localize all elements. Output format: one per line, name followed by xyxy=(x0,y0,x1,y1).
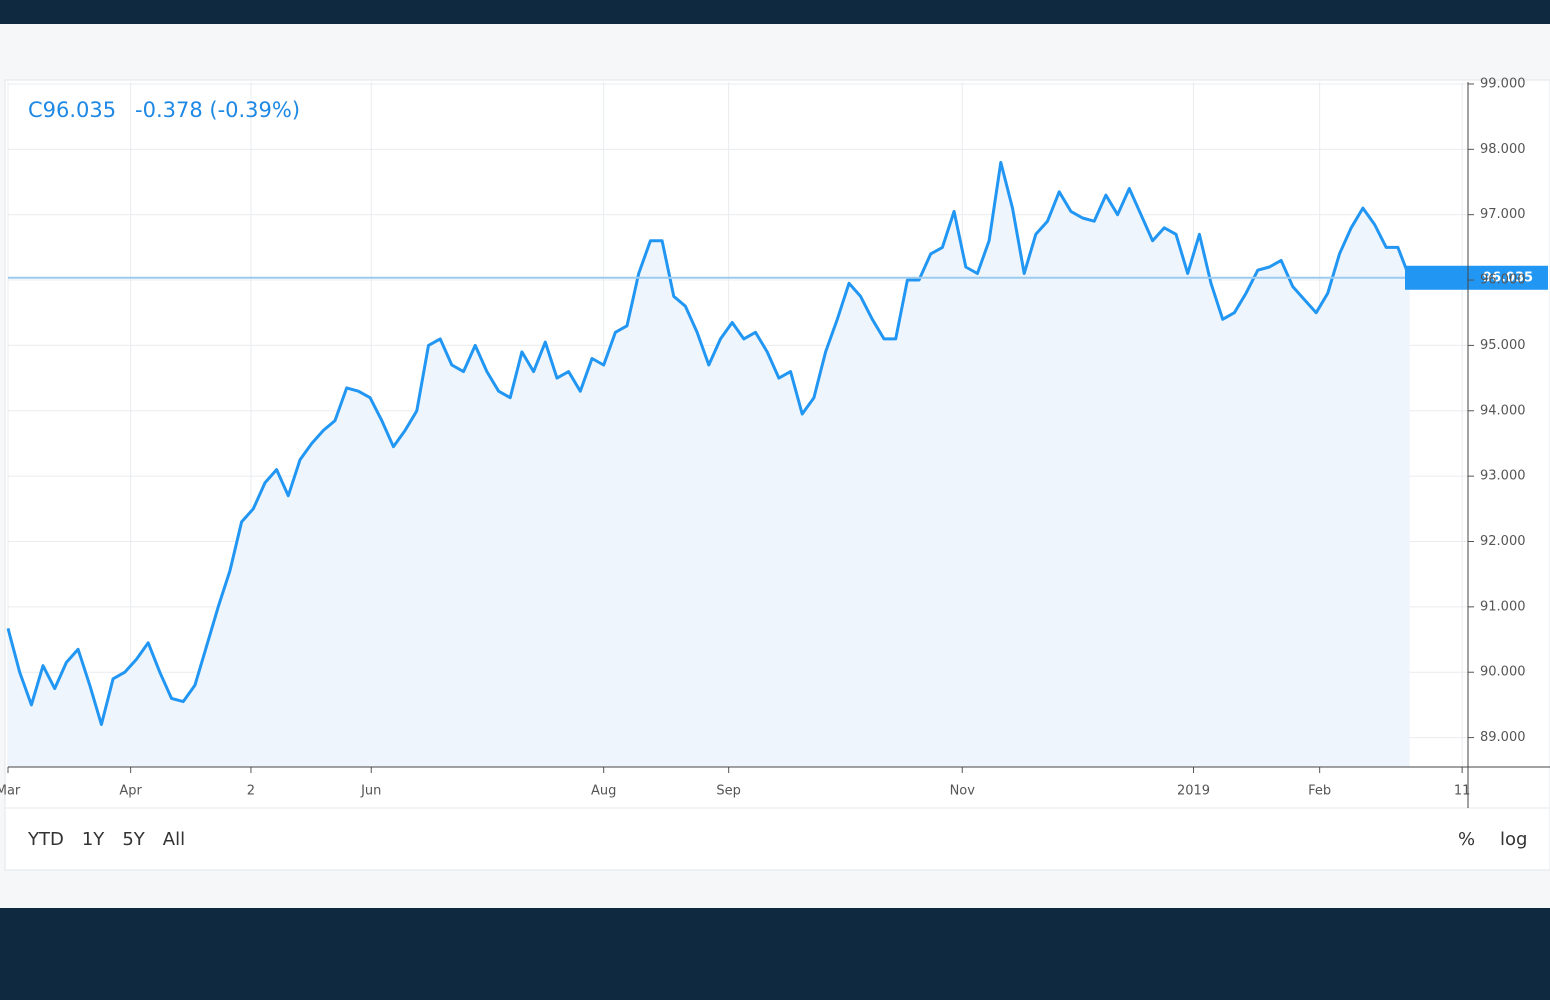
range-button[interactable]: YTD xyxy=(27,829,64,850)
range-button[interactable]: 5Y xyxy=(122,829,145,850)
x-tick-label: 11 xyxy=(1454,784,1471,799)
bottom-band xyxy=(0,908,1550,1000)
y-tick-label: 95.000 xyxy=(1480,338,1526,353)
toolbar: YTD 1Y 5Y All% log xyxy=(27,829,1527,850)
x-tick-label: Nov xyxy=(950,784,976,799)
y-tick-label: 93.000 xyxy=(1480,469,1526,484)
range-button[interactable]: 1Y xyxy=(82,829,105,850)
y-tick-label: 96.000 xyxy=(1480,273,1526,288)
price-line xyxy=(6,160,1411,726)
y-tick-label: 92.000 xyxy=(1480,534,1526,549)
quote: C96.035 xyxy=(28,98,116,122)
y-tick-label: 99.000 xyxy=(1480,76,1526,91)
y-tick-label: 94.000 xyxy=(1480,403,1526,418)
y-tick-label: 90.000 xyxy=(1480,665,1526,680)
x-tick-label: Sep xyxy=(716,784,741,799)
x-tick-label: 2019 xyxy=(1177,784,1210,799)
option-button[interactable]: % xyxy=(1458,829,1475,850)
x-tick-label: Feb xyxy=(1308,784,1331,799)
range-button[interactable]: All xyxy=(163,829,185,850)
plot: 96.035 xyxy=(6,160,1548,767)
change: -0.378 (-0.39%) xyxy=(135,98,300,122)
x-tick-label: Mar xyxy=(0,784,21,799)
y-tick-label: 98.000 xyxy=(1480,142,1526,157)
y-tick-label: 91.000 xyxy=(1480,599,1526,614)
last-price-label: 96.035 xyxy=(1483,270,1533,285)
x-tick-label: Aug xyxy=(591,784,616,799)
option-button[interactable]: log xyxy=(1500,829,1527,850)
y-tick-label: 97.000 xyxy=(1480,207,1526,222)
axes: 89.000 90.000 91.000 92.000 93.000 94.000 95.0… xyxy=(0,76,1550,808)
x-tick-label: 2 xyxy=(247,784,255,799)
x-tick-label: Apr xyxy=(119,784,142,799)
top-band xyxy=(0,0,1550,24)
area-fill xyxy=(8,162,1410,767)
last-price-tag xyxy=(1405,265,1548,290)
y-tick-label: 89.000 xyxy=(1480,730,1526,745)
x-tick-label: Jun xyxy=(360,784,381,799)
